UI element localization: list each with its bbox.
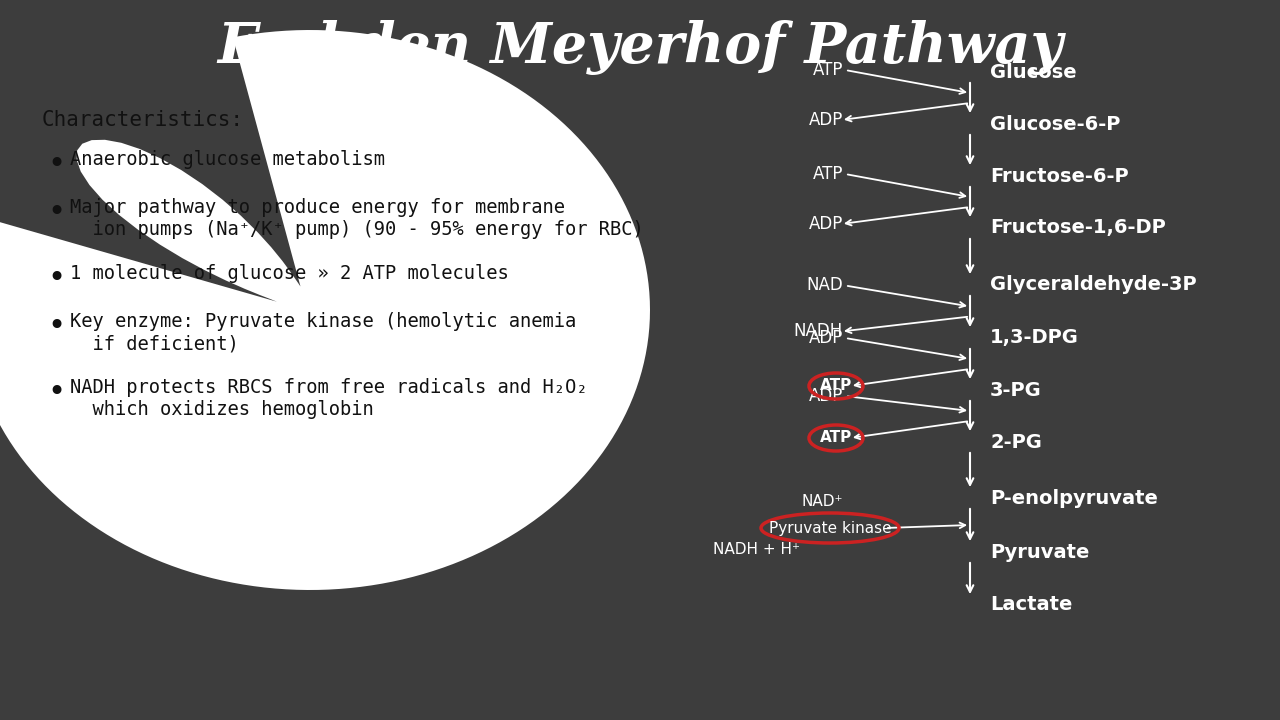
Text: •: • — [47, 378, 65, 407]
Text: ADP: ADP — [809, 387, 844, 405]
Text: ATP: ATP — [820, 431, 852, 446]
Text: •: • — [47, 150, 65, 179]
Text: Anaerobic glucose metabolism: Anaerobic glucose metabolism — [70, 150, 385, 169]
Text: 1 molecule of glucose » 2 ATP molecules: 1 molecule of glucose » 2 ATP molecules — [70, 264, 508, 283]
Text: Glucose: Glucose — [989, 63, 1076, 81]
Text: ATP: ATP — [813, 165, 844, 183]
Text: ATP: ATP — [820, 379, 852, 394]
Text: ADP: ADP — [809, 215, 844, 233]
Text: NAD⁺: NAD⁺ — [801, 493, 844, 508]
Text: P-enolpyruvate: P-enolpyruvate — [989, 488, 1158, 508]
Text: 2-PG: 2-PG — [989, 433, 1042, 451]
Text: NADH + H⁺: NADH + H⁺ — [713, 542, 800, 557]
Text: ADP: ADP — [809, 111, 844, 129]
Text: NAD: NAD — [806, 276, 844, 294]
Text: Glucose-6-P: Glucose-6-P — [989, 114, 1120, 133]
Text: Lactate: Lactate — [989, 595, 1073, 614]
Text: Major pathway to produce energy for membrane
  ion pumps (Na⁺/K⁺ pump) (90 - 95%: Major pathway to produce energy for memb… — [70, 198, 644, 239]
Polygon shape — [0, 30, 650, 590]
Text: 1,3-DPG: 1,3-DPG — [989, 328, 1079, 348]
Text: Pyruvate kinase: Pyruvate kinase — [769, 521, 891, 536]
Text: NADH protects RBCS from free radicals and H₂O₂
  which oxidizes hemoglobin: NADH protects RBCS from free radicals an… — [70, 378, 588, 419]
Text: ATP: ATP — [813, 61, 844, 79]
Text: •: • — [47, 312, 65, 341]
Text: •: • — [47, 264, 65, 293]
Text: 3-PG: 3-PG — [989, 380, 1042, 400]
Text: Fructose-6-P: Fructose-6-P — [989, 166, 1129, 186]
Text: •: • — [47, 198, 65, 227]
Text: ADP: ADP — [809, 329, 844, 347]
Text: Pyruvate: Pyruvate — [989, 542, 1089, 562]
Text: Characteristics:: Characteristics: — [42, 110, 244, 130]
Text: Glyceraldehyde-3P: Glyceraldehyde-3P — [989, 276, 1197, 294]
Text: Key enzyme: Pyruvate kinase (hemolytic anemia
  if deficient): Key enzyme: Pyruvate kinase (hemolytic a… — [70, 312, 576, 353]
Text: Embden Meyerhof Pathway: Embden Meyerhof Pathway — [218, 20, 1062, 75]
Text: Fructose-1,6-DP: Fructose-1,6-DP — [989, 218, 1166, 238]
Text: NADH: NADH — [794, 323, 844, 341]
